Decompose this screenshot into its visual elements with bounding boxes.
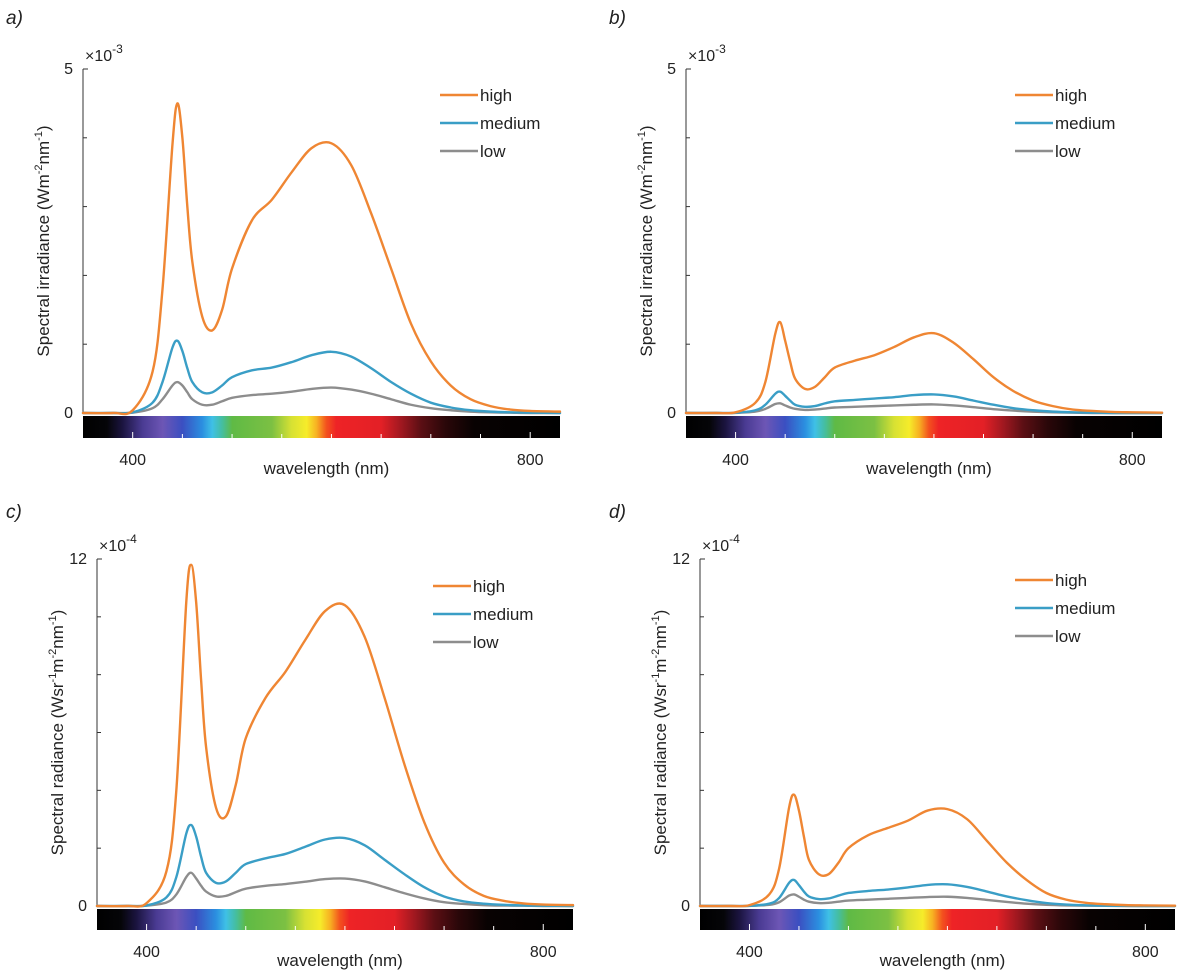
- x-tick-label: 800: [1119, 452, 1146, 469]
- spectrum-colorbar: [700, 909, 1175, 930]
- panel-b: b) 0 5 ×10-3 Spectral irradiance (Wm-2nm-1) 4…: [609, 8, 1164, 478]
- legend-label-high: high: [473, 577, 505, 596]
- spectrum-colorbar: [97, 909, 573, 930]
- y-axis-title: Spectral radiance (Wsr-1m-2nm-1): [47, 610, 67, 856]
- legend-label-high: high: [1055, 86, 1087, 105]
- spectrum-colorbar: [686, 416, 1162, 438]
- y-tick-label: 0: [64, 405, 73, 422]
- series-line-low: [81, 380, 562, 415]
- legend-label-low: low: [1055, 627, 1081, 646]
- y-axis-title: Spectral irradiance (Wm-2nm-1): [33, 125, 53, 356]
- panel-d: d) 0 12 ×10-4 Spectral radiance (Wsr-1m-2nm-…: [609, 502, 1177, 970]
- series-line-high: [95, 563, 575, 908]
- y-exponent-label: ×10-3: [85, 42, 123, 65]
- legend-label-medium: medium: [480, 114, 540, 133]
- x-axis-title: wavelength (nm): [865, 459, 992, 478]
- legend-label-medium: medium: [1055, 599, 1115, 618]
- series-line-high: [698, 793, 1177, 908]
- series-line-medium: [95, 823, 575, 908]
- panel-a: a) 0 5 ×10-3 Spectral irradiance (Wm-2nm-1) 4…: [6, 8, 562, 478]
- legend-label-high: high: [480, 86, 512, 105]
- panel-label: c): [6, 502, 22, 523]
- legend-label-low: low: [480, 142, 506, 161]
- y-tick-label: 12: [69, 551, 87, 568]
- series-line-medium: [81, 339, 562, 415]
- x-axis-title: wavelength (nm): [879, 951, 1006, 970]
- x-tick-label: 400: [736, 944, 763, 961]
- y-axis-title: Spectral irradiance (Wm-2nm-1): [636, 125, 656, 356]
- series-line-high: [81, 102, 562, 416]
- x-tick-label: 400: [133, 944, 160, 961]
- y-tick-label: 0: [667, 405, 676, 422]
- series-line-high: [684, 320, 1164, 415]
- x-axis-title: wavelength (nm): [276, 951, 403, 970]
- x-tick-label: 800: [530, 944, 557, 961]
- legend-label-medium: medium: [473, 605, 533, 624]
- series-line-low: [95, 871, 575, 908]
- y-axis-title: Spectral radiance (Wsr-1m-2nm-1): [650, 610, 670, 856]
- y-exponent-label: ×10-4: [99, 532, 137, 555]
- panel-label: b): [609, 8, 626, 29]
- y-exponent-label: ×10-3: [688, 42, 726, 65]
- legend-label-low: low: [1055, 142, 1081, 161]
- y-tick-label: 0: [681, 898, 690, 915]
- x-tick-label: 800: [1132, 944, 1159, 961]
- legend-label-medium: medium: [1055, 114, 1115, 133]
- legend-label-high: high: [1055, 571, 1087, 590]
- x-tick-label: 400: [722, 452, 749, 469]
- legend-label-low: low: [473, 633, 499, 652]
- panel-label: d): [609, 502, 626, 523]
- x-tick-label: 400: [119, 452, 146, 469]
- x-tick-label: 800: [517, 452, 544, 469]
- series-line-medium: [684, 390, 1164, 415]
- x-axis-title: wavelength (nm): [263, 459, 390, 478]
- y-tick-label: 5: [64, 61, 73, 78]
- y-tick-label: 12: [672, 551, 690, 568]
- y-tick-label: 0: [78, 898, 87, 915]
- series-line-medium: [698, 878, 1177, 908]
- y-tick-label: 5: [667, 61, 676, 78]
- panel-label: a): [6, 8, 23, 29]
- panel-c: c) 0 12 ×10-4 Spectral radiance (Wsr-1m-2nm-…: [6, 502, 575, 970]
- y-exponent-label: ×10-4: [702, 532, 740, 555]
- spectrum-colorbar: [83, 416, 560, 438]
